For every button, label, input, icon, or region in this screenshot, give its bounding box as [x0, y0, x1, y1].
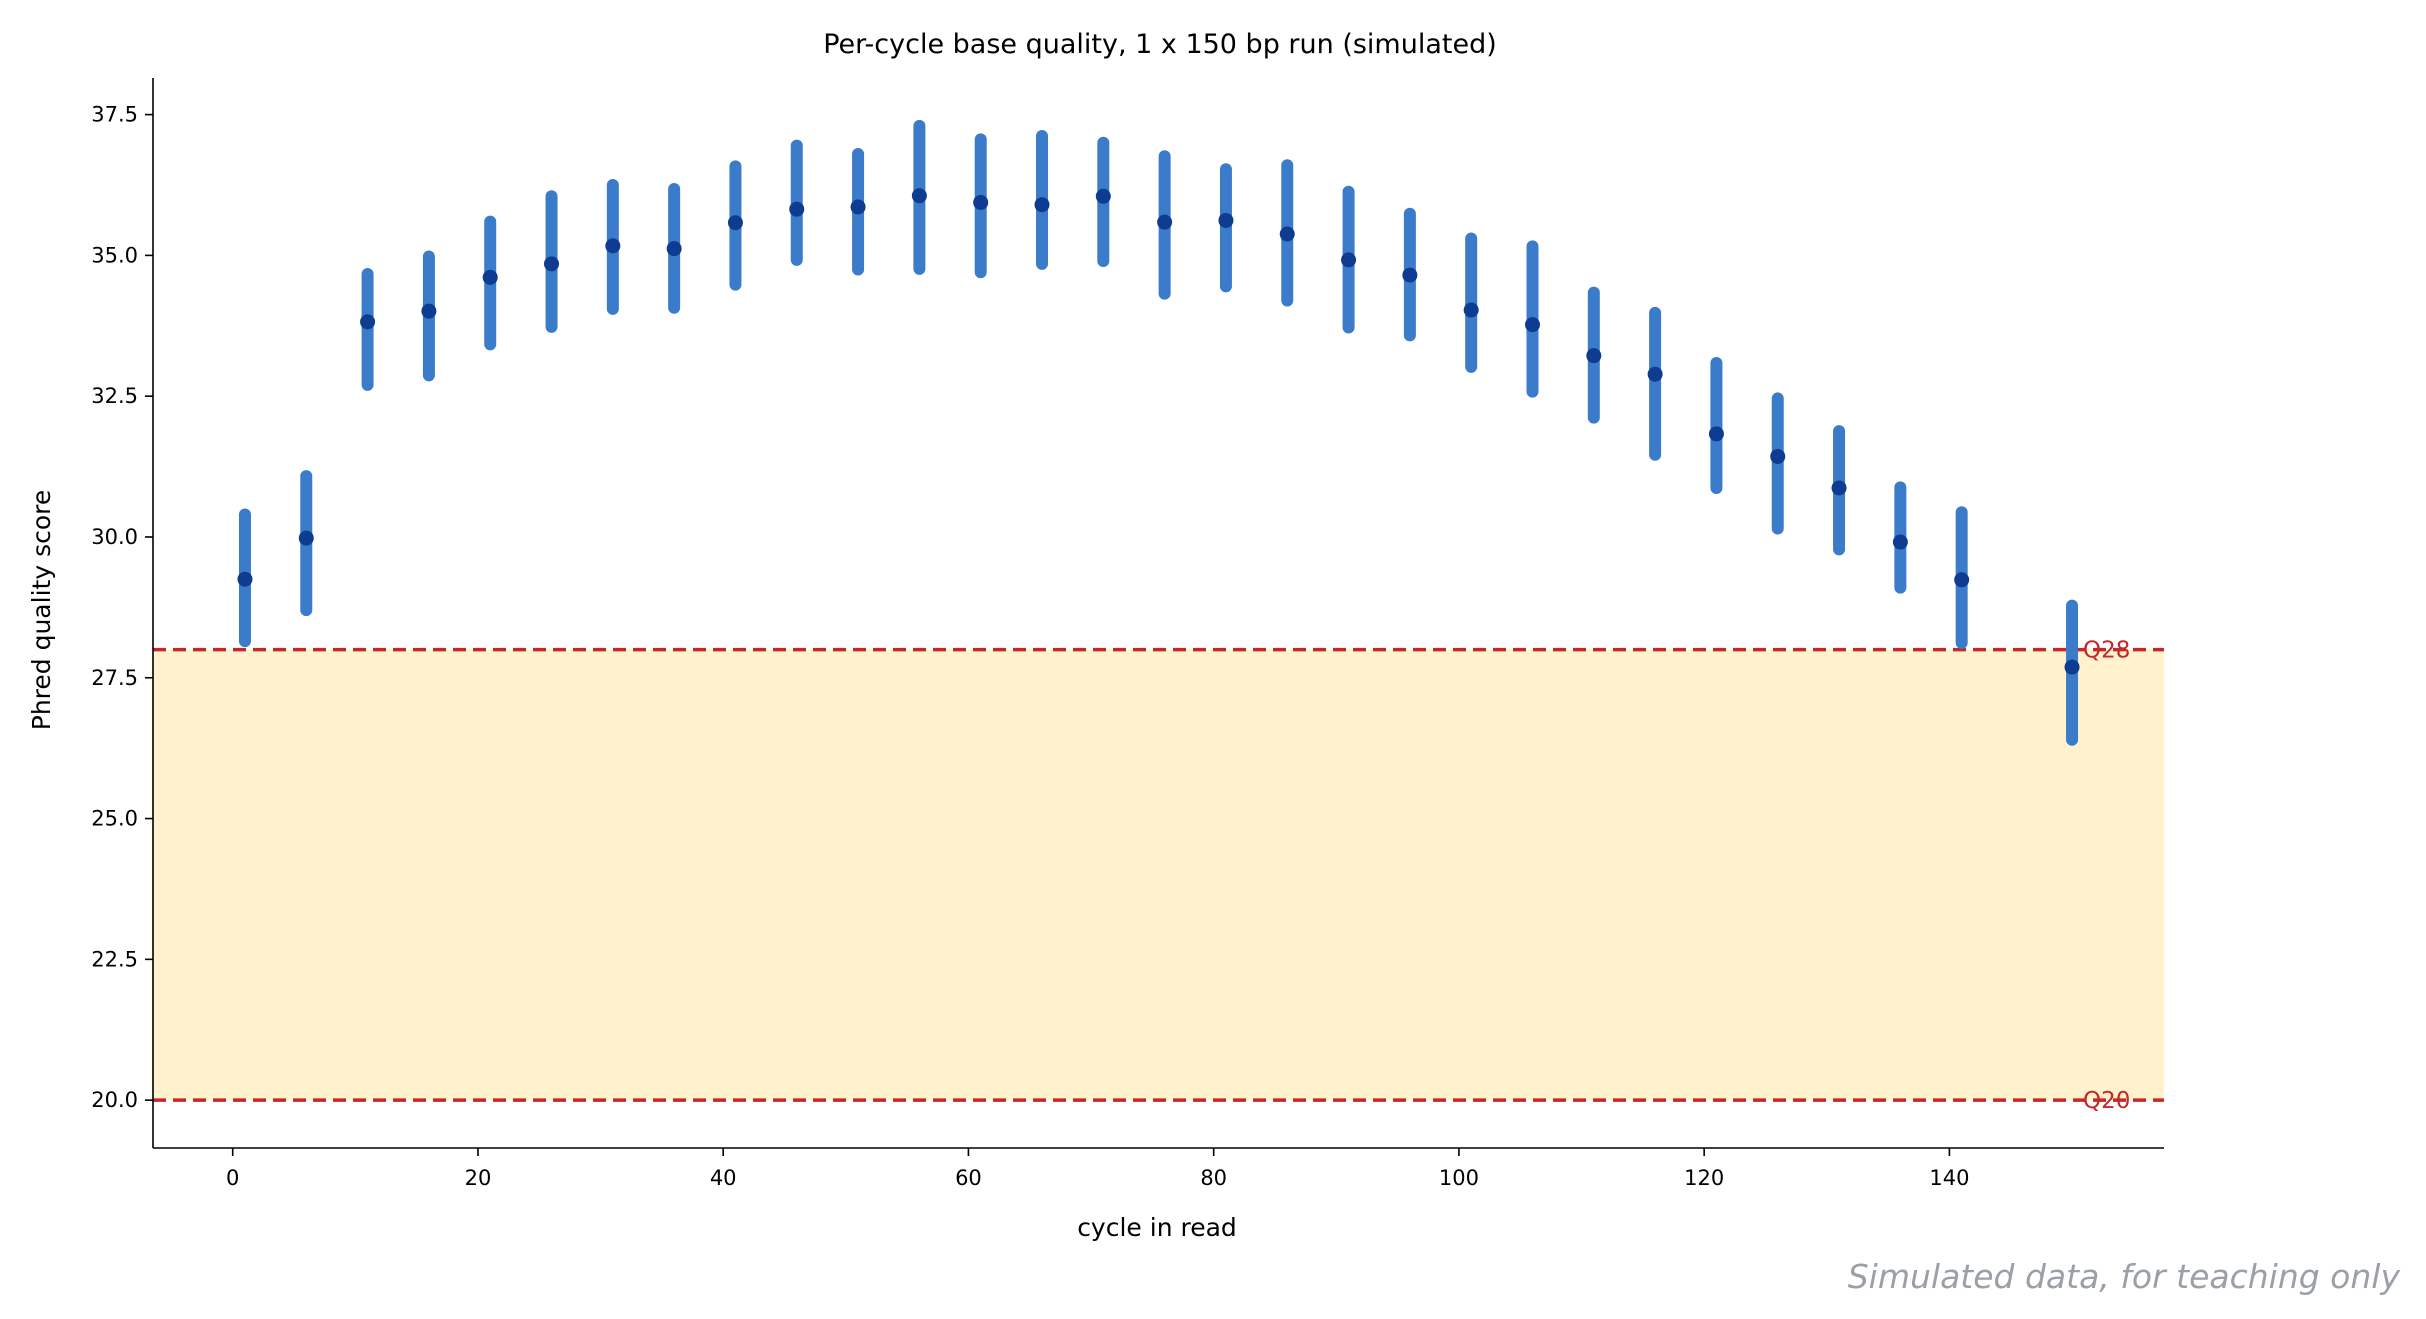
data-point: [421, 303, 437, 319]
x-axis-ticks: 0 20 40 60 80 100 120 140: [226, 1148, 1969, 1190]
y-tick-label: 37.5: [91, 103, 138, 127]
data-point: [2064, 659, 2080, 675]
x-axis-label: cycle in read: [1077, 1213, 1237, 1242]
data-point: [911, 188, 927, 204]
data-point: [1524, 317, 1540, 333]
data-point: [482, 269, 498, 285]
x-tick-label: 120: [1684, 1166, 1724, 1190]
chart-title: Per-cycle base quality, 1 x 150 bp run (…: [823, 29, 1497, 60]
data-point: [1954, 572, 1970, 588]
plot-area: Q28 Q20: [153, 119, 2164, 1114]
threshold-label-q28: Q28: [2083, 638, 2130, 664]
data-point: [1463, 302, 1479, 318]
x-tick-label: 40: [710, 1166, 737, 1190]
x-tick-label: 0: [226, 1166, 239, 1190]
data-marks: [237, 119, 2080, 746]
y-tick-label: 27.5: [91, 666, 138, 690]
data-point: [789, 201, 805, 217]
y-tick-label: 22.5: [91, 947, 138, 971]
data-point: [1831, 480, 1847, 496]
data-point: [1402, 267, 1418, 283]
x-tick-label: 60: [955, 1166, 982, 1190]
data-point: [1647, 366, 1663, 382]
y-tick-label: 30.0: [91, 525, 138, 549]
threshold-lines: Q28 Q20: [153, 638, 2164, 1114]
data-point: [237, 571, 253, 587]
data-point: [666, 241, 682, 257]
data-point: [1279, 226, 1295, 242]
y-axis-label: Phred quality score: [27, 490, 56, 731]
x-tick-label: 80: [1200, 1166, 1227, 1190]
data-point: [1770, 448, 1786, 464]
data-point: [298, 530, 314, 546]
y-tick-label: 35.0: [91, 243, 138, 267]
threshold-label-q20: Q20: [2083, 1088, 2130, 1114]
data-point: [1095, 188, 1111, 204]
threshold-band: [153, 649, 2164, 1101]
data-point: [1708, 426, 1724, 442]
y-tick-label: 20.0: [91, 1088, 138, 1112]
data-point: [1892, 534, 1908, 550]
data-point: [360, 314, 376, 330]
data-point: [1218, 212, 1234, 228]
y-axis-ticks: 20.0 22.5 25.0 27.5 30.0 32.5 35.0 37.5: [91, 103, 153, 1112]
data-point: [1341, 252, 1357, 268]
data-point: [605, 238, 621, 254]
data-point: [1586, 348, 1602, 364]
y-tick-label: 25.0: [91, 807, 138, 831]
y-tick-label: 32.5: [91, 384, 138, 408]
data-point: [1157, 214, 1173, 230]
x-tick-label: 20: [465, 1166, 492, 1190]
x-tick-label: 100: [1439, 1166, 1479, 1190]
data-point: [850, 199, 866, 215]
data-point: [727, 215, 743, 231]
data-point: [973, 194, 989, 210]
data-point: [1034, 197, 1050, 213]
watermark-text: Simulated data, for teaching only: [1848, 1257, 2401, 1296]
x-tick-label: 140: [1929, 1166, 1969, 1190]
data-point: [544, 256, 560, 272]
